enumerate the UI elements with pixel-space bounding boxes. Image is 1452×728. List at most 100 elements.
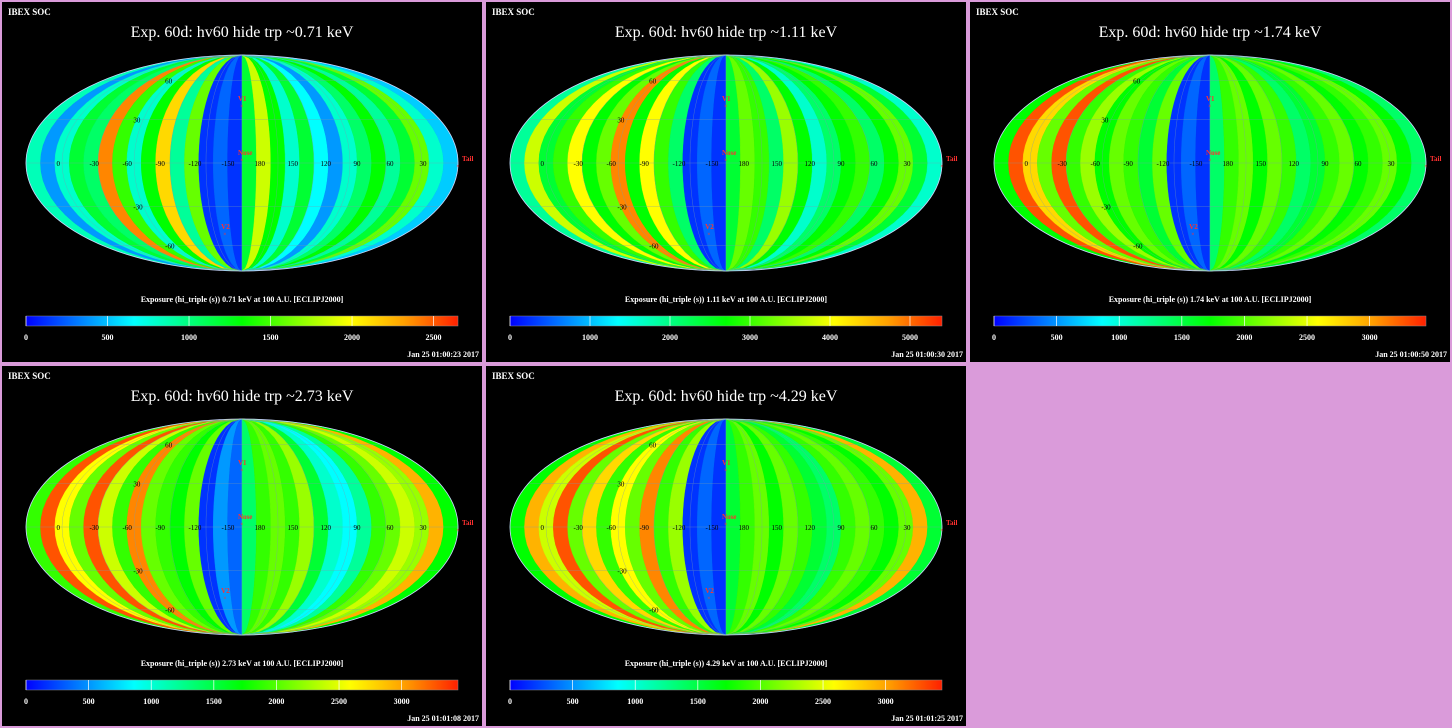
meridian-line (1209, 54, 1391, 272)
marker-label: V2 (221, 223, 230, 231)
colorbar-tick-label: 1000 (181, 333, 197, 342)
lon-label: 90 (837, 524, 845, 532)
colorbar-tick-label: 0 (508, 333, 512, 342)
map-outline (509, 418, 943, 636)
lon-label: -90 (640, 524, 650, 532)
map-outline (509, 54, 943, 272)
meridian-line (653, 418, 727, 636)
lon-label: 0 (541, 524, 545, 532)
colorbar-label: Exposure (hi_triple (s)) 1.11 keV at 100… (624, 295, 828, 304)
meridian-line (133, 54, 243, 272)
lon-label: -120 (189, 524, 202, 532)
skymap-panel-4: IBEX SOC Exp. 60d: hv60 hide trp ~2.73 k… (2, 366, 482, 726)
colorbar-tick-label: 1500 (206, 697, 222, 706)
colorbar-tick-label: 2500 (331, 697, 347, 706)
graticule (993, 54, 1427, 272)
marker-label: V2 (221, 587, 230, 595)
meridian-line (241, 418, 279, 636)
source-label: IBEX SOC (8, 371, 51, 381)
meridian-line (241, 54, 279, 272)
lat-label: -30 (617, 204, 627, 212)
marker-label: Tail (462, 519, 473, 527)
lat-label: -60 (1133, 242, 1143, 250)
colorbar-tick-label: 3000 (394, 697, 410, 706)
marker-label: Nose (1206, 149, 1220, 157)
marker-point: × (940, 164, 943, 170)
lat-label: 30 (1101, 116, 1109, 124)
colorbar-tick-label: 2000 (344, 333, 360, 342)
colorbar-label: Exposure (hi_triple (s)) 1.74 keV at 100… (1108, 295, 1312, 304)
marker-point: × (1424, 164, 1427, 170)
lon-label: 150 (287, 524, 298, 532)
colorbar-tick-label: 1000 (1111, 333, 1127, 342)
marker-label: V1 (238, 459, 247, 467)
lon-label: -150 (1190, 160, 1203, 168)
timestamp: Jan 25 01:00:50 2017 (1375, 350, 1447, 359)
meridian-line (725, 418, 835, 636)
colorbar-tick-label: 500 (567, 697, 579, 706)
lon-label: 150 (771, 160, 782, 168)
meridian-line (241, 54, 315, 272)
map-outline (25, 54, 459, 272)
lon-label: -150 (222, 524, 235, 532)
marker-label: Tail (1430, 155, 1441, 163)
meridian-line (617, 54, 727, 272)
lon-label: 120 (320, 160, 331, 168)
lon-label: 150 (287, 160, 298, 168)
colorbar-tick-label: 2500 (426, 333, 442, 342)
lon-label: -60 (123, 160, 133, 168)
meridian-line (133, 418, 243, 636)
meridian-line (545, 418, 727, 636)
lat-label: -30 (617, 568, 627, 576)
chart-title: Exp. 60d: hv60 hide trp ~1.74 keV (1098, 24, 1322, 41)
colorbar (509, 315, 943, 327)
lon-label: 30 (903, 524, 911, 532)
lon-label: -90 (1124, 160, 1134, 168)
graticule (509, 418, 943, 636)
marker-point: × (707, 232, 710, 238)
meridian-line (1209, 54, 1283, 272)
meridian-line (61, 54, 243, 272)
lat-label: -30 (1101, 204, 1111, 212)
meridian-line (653, 54, 727, 272)
meridian-line (725, 418, 763, 636)
lat-label: -60 (165, 242, 175, 250)
meridian-line (1209, 54, 1247, 272)
colorbar-tick-label: 2500 (1299, 333, 1315, 342)
meridian-line (1173, 54, 1211, 272)
colorbar-tick-label: 5000 (902, 333, 918, 342)
lon-label: 30 (903, 160, 911, 168)
colorbar-tick-label: 1000 (627, 697, 643, 706)
lon-label: -60 (607, 160, 617, 168)
lon-label: 60 (386, 160, 394, 168)
lon-label: 0 (1025, 160, 1029, 168)
colorbar-tick-label: 3000 (878, 697, 894, 706)
marker-point: × (1208, 104, 1211, 110)
meridian-line (1209, 54, 1319, 272)
lon-label: -120 (1157, 160, 1170, 168)
skymap-svg: 60 30 -30 -60 0 -30 -60 -90 -120 -150 180 150 120 90 6… (508, 54, 957, 342)
lon-label: -60 (1091, 160, 1101, 168)
timestamp: Jan 25 01:00:30 2017 (891, 350, 963, 359)
lon-label: 60 (1354, 160, 1362, 168)
marker-point: × (724, 158, 727, 164)
marker-point: × (240, 104, 243, 110)
lon-label: -30 (90, 160, 100, 168)
lon-label: -120 (673, 524, 686, 532)
marker-label: Tail (462, 155, 473, 163)
marker-label: Tail (946, 155, 957, 163)
lon-label: -30 (574, 160, 584, 168)
meridian-line (97, 418, 243, 636)
meridian-line (1029, 54, 1211, 272)
lon-label: -60 (123, 524, 133, 532)
meridian-line (725, 418, 907, 636)
lon-label: 180 (254, 160, 265, 168)
lon-label: -120 (189, 160, 202, 168)
lon-label: -90 (640, 160, 650, 168)
marker-label: V1 (1206, 95, 1215, 103)
lat-label: -30 (133, 568, 143, 576)
skymap-svg: 60 30 -30 -60 0 -30 -60 -90 -120 -150 180 150 120 90 6… (24, 54, 473, 342)
colorbar-tick-label: 1500 (263, 333, 279, 342)
heatmap-stripes (25, 418, 459, 636)
meridian-line (169, 54, 243, 272)
